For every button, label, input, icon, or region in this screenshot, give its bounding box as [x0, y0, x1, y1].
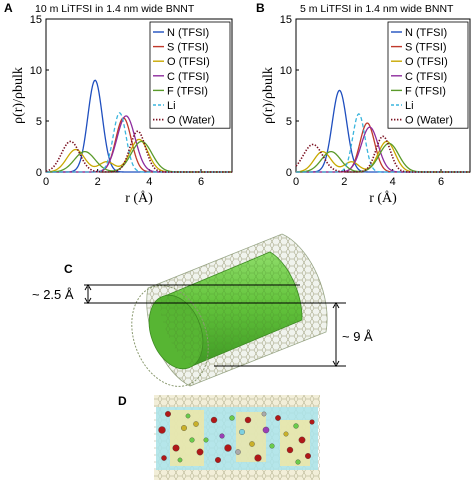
- panel-a-letter: A: [4, 1, 13, 15]
- legend-label: S (TFSI): [405, 42, 447, 54]
- snapshot-anion-region-1: [170, 410, 204, 466]
- atom: [172, 444, 180, 452]
- panel-b-letter: B: [256, 1, 265, 15]
- atom: [203, 437, 209, 443]
- y-tick-label: 5: [36, 116, 42, 128]
- series-line-li: [46, 112, 232, 173]
- y-tick-label: 5: [286, 116, 292, 128]
- x-tick-label: 4: [146, 176, 152, 188]
- y-tick-label: 10: [30, 65, 42, 77]
- x-tick-label: 6: [438, 176, 444, 188]
- atom: [269, 443, 275, 449]
- inner-lattice: [159, 252, 303, 366]
- atom: [275, 415, 281, 421]
- panel-c: C ~ 2.5 Å ~ 9 Å: [32, 233, 373, 387]
- label-2-5-angstrom: ~ 2.5 Å: [32, 287, 74, 302]
- atom: [262, 426, 270, 434]
- atom: [219, 433, 225, 439]
- series-line-o-tfsi: [45, 138, 232, 173]
- atom: [295, 459, 301, 465]
- atom: [210, 416, 218, 424]
- snapshot-atoms: [158, 411, 315, 465]
- legend-box: [149, 21, 231, 129]
- x-axis-label: r (Å): [125, 190, 153, 206]
- atom: [185, 413, 191, 419]
- atom: [249, 441, 255, 447]
- plot-b: 0 2 4 6 0 5 10 15 r (Å) ρ(r)/ρbulk N (TFSI) S (TFSI…: [261, 14, 471, 206]
- y-tick-label: 15: [280, 14, 292, 26]
- atom: [305, 453, 311, 459]
- atom: [283, 431, 289, 437]
- y-tick-label: 15: [30, 14, 42, 26]
- atom: [161, 455, 167, 461]
- small-dim-arrowheads: [84, 284, 92, 304]
- atom: [286, 446, 294, 454]
- legend-label: Li: [405, 100, 414, 112]
- atom: [224, 444, 232, 452]
- atom: [261, 411, 267, 417]
- series-line-f-tfsi: [45, 140, 232, 173]
- label-9-angstrom: ~ 9 Å: [342, 329, 373, 344]
- legend-label: Li: [167, 100, 176, 112]
- legend-label: N (TFSI): [167, 27, 209, 39]
- atom: [215, 457, 221, 463]
- legend-label: O (TFSI): [405, 56, 448, 68]
- atom: [158, 426, 166, 434]
- panel-d: D: [118, 394, 320, 480]
- atom: [309, 419, 315, 425]
- x-axis-label: r (Å): [369, 190, 397, 206]
- panel-c-letter: C: [64, 262, 73, 276]
- plot-a: 0 2 4 6 0 5 10 15 r (Å) ρ(r)/ρbulk N (TFSI) S (TFSI…: [11, 14, 233, 206]
- legend-label: O (TFSI): [167, 56, 210, 68]
- atom: [298, 436, 306, 444]
- atom: [165, 411, 171, 417]
- atom: [196, 448, 204, 456]
- chart-a-title: 10 m LiTFSI in 1.4 nm wide BNNT: [35, 3, 195, 15]
- y-tick-label: 10: [280, 65, 292, 77]
- y-axis-label: ρ(r)/ρbulk: [261, 67, 276, 124]
- x-tick-label: 4: [390, 176, 396, 188]
- x-tick-label: 0: [293, 176, 299, 188]
- y-axis-label: ρ(r)/ρbulk: [11, 67, 26, 124]
- legend-label: N (TFSI): [405, 27, 447, 39]
- series-line-o-water: [295, 135, 470, 173]
- atom: [293, 423, 299, 429]
- legend-label: F (TFSI): [167, 85, 208, 97]
- legend-label: S (TFSI): [167, 42, 209, 54]
- y-tick-label: 0: [286, 167, 292, 179]
- atom: [239, 429, 245, 435]
- large-dim-arrowheads: [332, 302, 340, 367]
- bnnt-front-ring: [131, 285, 209, 387]
- atom: [244, 416, 252, 424]
- atom: [189, 437, 195, 443]
- legend-label: F (TFSI): [405, 85, 446, 97]
- series-line-f-tfsi: [295, 142, 470, 173]
- panel-b: B 5 m LiTFSI in 1.4 nm wide BNNT 0 2 4 6 0 5 1…: [256, 1, 471, 206]
- y-tick-label: 0: [36, 167, 42, 179]
- panel-d-letter: D: [118, 394, 127, 408]
- legend-label: C (TFSI): [405, 71, 447, 83]
- x-tick-label: 2: [341, 176, 347, 188]
- x-tick-label: 0: [43, 176, 49, 188]
- legend-label: O (Water): [405, 115, 453, 127]
- x-tick-label: 2: [95, 176, 101, 188]
- atom: [193, 421, 199, 427]
- series-line-li: [296, 113, 470, 173]
- legend-box: [387, 21, 469, 129]
- atom: [181, 425, 187, 431]
- atom: [254, 454, 262, 462]
- chart-b-title: 5 m LiTFSI in 1.4 nm wide BNNT: [300, 3, 454, 15]
- atom: [229, 415, 235, 421]
- panel-a: A 10 m LiTFSI in 1.4 nm wide BNNT 0 2 4 6 0 5…: [4, 1, 233, 206]
- atom: [177, 457, 183, 463]
- x-tick-label: 6: [198, 176, 204, 188]
- legend-label: C (TFSI): [167, 71, 209, 83]
- atom: [235, 449, 241, 455]
- legend-label: O (Water): [167, 115, 215, 127]
